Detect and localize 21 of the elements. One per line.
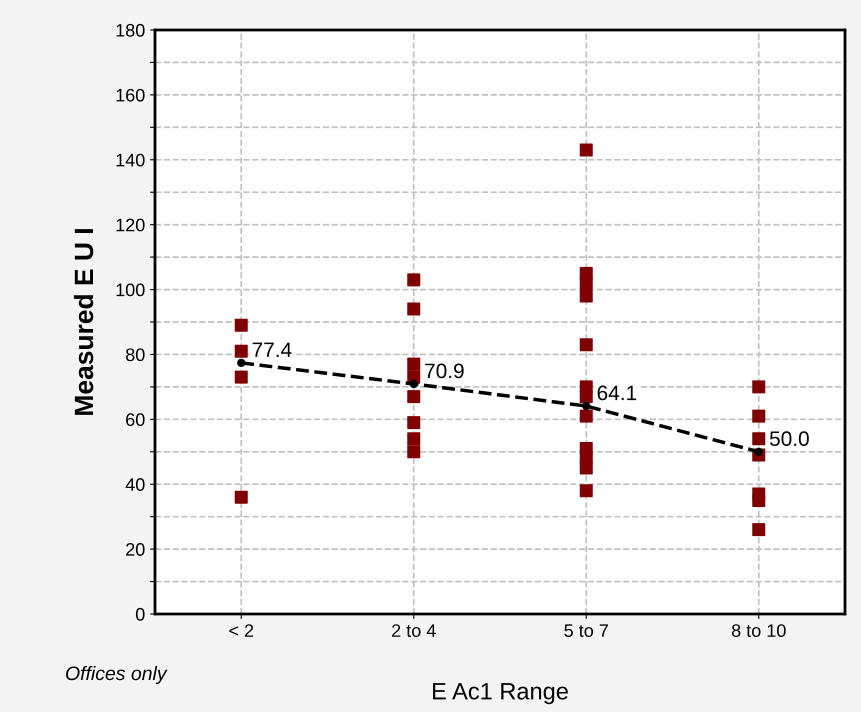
y-tick-label: 180 (116, 24, 145, 37)
y-tick-label: 20 (126, 543, 145, 556)
x-tick-label: 2 to 4 (392, 624, 436, 637)
y-tick-label: 160 (116, 88, 145, 102)
y-tick-label: 120 (116, 218, 145, 232)
x-tick-label: 8 to 10 (732, 624, 786, 637)
data-label: 50.0 (770, 431, 809, 446)
data-label: 64.1 (598, 386, 636, 400)
y-axis-title: Measured E U I (74, 229, 94, 415)
y-tick-label: 40 (126, 478, 145, 491)
data-label: 77.4 (252, 342, 292, 357)
y-tick-label: 0 (136, 608, 145, 621)
y-tick-label: 100 (116, 283, 145, 296)
text: Offices only (66, 666, 168, 684)
data-label: 70.9 (425, 363, 464, 378)
x-tick-label: < 2 (229, 624, 254, 637)
y-tick-label: 60 (126, 413, 145, 426)
y-tick-label: 140 (116, 154, 145, 166)
y-tick-label: 80 (126, 348, 145, 362)
x-tick-label: 5 to 7 (564, 624, 608, 637)
x-axis-title: E Ac1 Range (433, 683, 568, 704)
